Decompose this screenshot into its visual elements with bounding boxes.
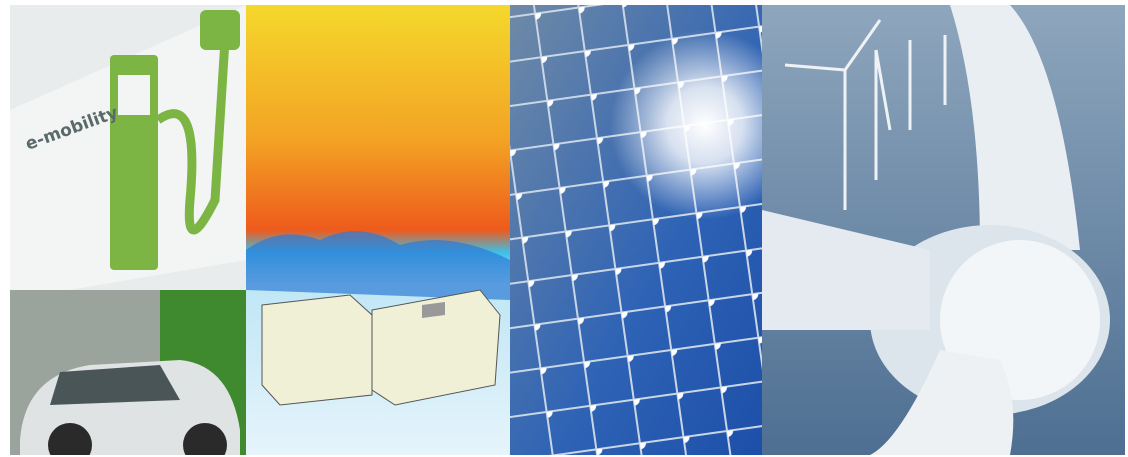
simulation-panel (246, 5, 510, 455)
wind-panel (762, 5, 1125, 455)
e-mobility-panel: e-mobility (10, 5, 246, 455)
solar-panel (510, 5, 800, 455)
